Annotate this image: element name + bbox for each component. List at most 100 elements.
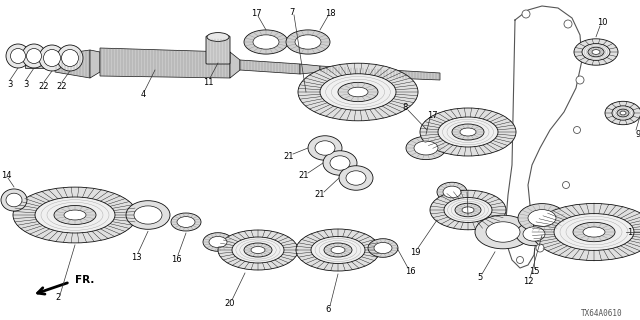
Text: 21: 21 bbox=[284, 151, 294, 161]
Ellipse shape bbox=[251, 246, 265, 253]
Ellipse shape bbox=[346, 171, 366, 185]
Polygon shape bbox=[25, 58, 55, 68]
Text: 3: 3 bbox=[23, 79, 29, 89]
Ellipse shape bbox=[330, 156, 350, 170]
Text: 17: 17 bbox=[251, 9, 261, 18]
Circle shape bbox=[576, 76, 584, 84]
Text: FR.: FR. bbox=[75, 275, 94, 285]
Ellipse shape bbox=[298, 63, 418, 121]
Text: 1: 1 bbox=[627, 228, 632, 236]
Ellipse shape bbox=[22, 44, 46, 68]
Ellipse shape bbox=[523, 227, 545, 241]
Polygon shape bbox=[240, 60, 300, 74]
Ellipse shape bbox=[331, 246, 345, 253]
Ellipse shape bbox=[617, 109, 629, 117]
Ellipse shape bbox=[126, 201, 170, 229]
Text: 21: 21 bbox=[299, 171, 309, 180]
Ellipse shape bbox=[374, 243, 392, 253]
Ellipse shape bbox=[430, 190, 506, 230]
Ellipse shape bbox=[455, 203, 481, 217]
Ellipse shape bbox=[438, 117, 498, 147]
Ellipse shape bbox=[516, 222, 552, 246]
Text: 8: 8 bbox=[403, 102, 408, 111]
Text: 14: 14 bbox=[1, 171, 12, 180]
Ellipse shape bbox=[320, 74, 396, 110]
Ellipse shape bbox=[437, 182, 467, 202]
Polygon shape bbox=[300, 64, 320, 74]
Text: 10: 10 bbox=[596, 18, 607, 27]
Ellipse shape bbox=[203, 233, 233, 251]
Ellipse shape bbox=[444, 197, 492, 222]
Polygon shape bbox=[390, 70, 440, 80]
Ellipse shape bbox=[518, 204, 566, 232]
Ellipse shape bbox=[486, 222, 520, 242]
Ellipse shape bbox=[324, 243, 352, 257]
Ellipse shape bbox=[460, 128, 476, 136]
Ellipse shape bbox=[6, 44, 30, 68]
FancyBboxPatch shape bbox=[206, 36, 230, 64]
Ellipse shape bbox=[10, 49, 26, 63]
Ellipse shape bbox=[573, 222, 615, 242]
Text: 4: 4 bbox=[140, 90, 146, 99]
Text: 22: 22 bbox=[57, 82, 67, 91]
Ellipse shape bbox=[588, 47, 604, 57]
Ellipse shape bbox=[244, 243, 272, 257]
Circle shape bbox=[573, 126, 580, 133]
Ellipse shape bbox=[528, 210, 556, 227]
Text: 16: 16 bbox=[171, 254, 181, 263]
Ellipse shape bbox=[582, 44, 610, 60]
Text: 15: 15 bbox=[529, 268, 540, 276]
Ellipse shape bbox=[253, 35, 279, 49]
Ellipse shape bbox=[311, 236, 365, 263]
Ellipse shape bbox=[605, 101, 640, 125]
Ellipse shape bbox=[452, 124, 484, 140]
Polygon shape bbox=[230, 52, 240, 78]
Text: 13: 13 bbox=[131, 252, 141, 261]
Text: 16: 16 bbox=[466, 213, 476, 222]
Ellipse shape bbox=[35, 197, 115, 233]
Text: 12: 12 bbox=[523, 277, 533, 286]
Text: 21: 21 bbox=[315, 189, 325, 198]
Polygon shape bbox=[320, 66, 390, 78]
Ellipse shape bbox=[532, 204, 640, 260]
Text: 19: 19 bbox=[410, 247, 420, 257]
Ellipse shape bbox=[420, 108, 516, 156]
Ellipse shape bbox=[368, 239, 398, 257]
Ellipse shape bbox=[171, 213, 201, 231]
Text: 6: 6 bbox=[325, 306, 331, 315]
Ellipse shape bbox=[61, 50, 79, 67]
Ellipse shape bbox=[44, 50, 61, 67]
Circle shape bbox=[516, 257, 524, 263]
Text: 2: 2 bbox=[56, 293, 61, 302]
Ellipse shape bbox=[554, 214, 634, 251]
Ellipse shape bbox=[475, 215, 531, 249]
Ellipse shape bbox=[286, 30, 330, 54]
Ellipse shape bbox=[207, 33, 229, 41]
Ellipse shape bbox=[338, 83, 378, 102]
Ellipse shape bbox=[414, 141, 438, 155]
Polygon shape bbox=[100, 48, 230, 78]
Ellipse shape bbox=[308, 136, 342, 160]
Circle shape bbox=[563, 181, 570, 188]
Text: 17: 17 bbox=[427, 110, 437, 119]
Ellipse shape bbox=[592, 50, 600, 54]
Ellipse shape bbox=[244, 30, 288, 54]
Text: 16: 16 bbox=[404, 268, 415, 276]
Ellipse shape bbox=[339, 166, 373, 190]
Ellipse shape bbox=[177, 217, 195, 228]
Polygon shape bbox=[55, 50, 90, 78]
Text: 3: 3 bbox=[7, 79, 13, 89]
Ellipse shape bbox=[13, 187, 137, 243]
Text: 7: 7 bbox=[289, 7, 294, 17]
Ellipse shape bbox=[209, 236, 227, 248]
Text: 5: 5 bbox=[477, 274, 483, 283]
Ellipse shape bbox=[218, 230, 298, 270]
Ellipse shape bbox=[134, 206, 162, 224]
Ellipse shape bbox=[462, 207, 474, 213]
Ellipse shape bbox=[39, 45, 65, 71]
Ellipse shape bbox=[583, 227, 605, 237]
Ellipse shape bbox=[612, 106, 634, 120]
Ellipse shape bbox=[348, 87, 368, 97]
Ellipse shape bbox=[574, 39, 618, 65]
Text: 11: 11 bbox=[203, 77, 213, 86]
